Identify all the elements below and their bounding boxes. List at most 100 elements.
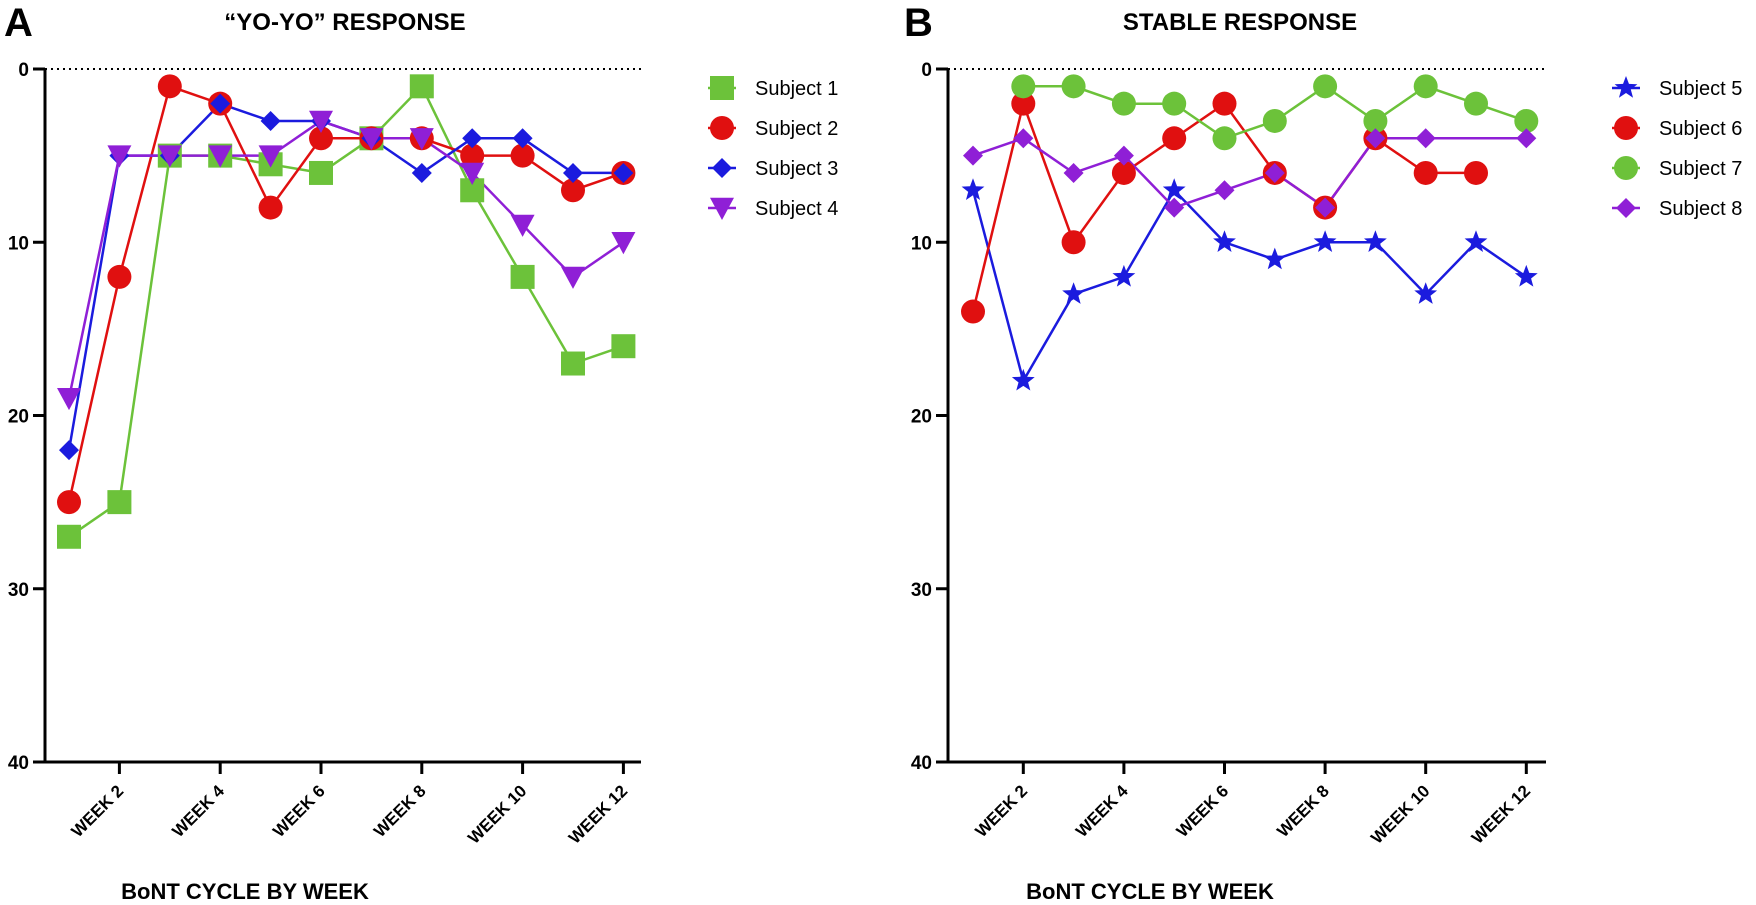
data-point-subject-6: [1011, 91, 1036, 116]
data-point-subject-2: [309, 126, 333, 151]
data-point-subject-4: [309, 110, 333, 133]
legend-marker: [1614, 156, 1638, 180]
legend-marker: [710, 76, 734, 100]
y-tick-label: 40: [911, 753, 932, 774]
legend-label: Subject 6: [1659, 118, 1742, 140]
data-point-subject-1: [57, 524, 81, 549]
data-point-subject-5: [1112, 264, 1136, 287]
data-point-subject-7: [1162, 91, 1187, 116]
data-point-subject-4: [258, 145, 283, 168]
data-point-subject-8: [1415, 128, 1436, 149]
y-tick-label: 20: [911, 407, 932, 428]
data-point-subject-2: [460, 143, 485, 168]
series-line-subject-4: [67, 119, 625, 399]
y-tick-label: 20: [8, 407, 29, 428]
legend-label: Subject 3: [755, 158, 838, 180]
data-point-subject-4: [561, 266, 585, 289]
panel-letter: A: [4, 1, 33, 45]
y-tick-label: 10: [911, 233, 932, 254]
data-point-subject-6: [961, 299, 985, 324]
x-tick-label: WEEK 4: [1072, 781, 1132, 841]
x-tick-label: WEEK 12: [565, 781, 631, 847]
data-point-subject-6: [1111, 160, 1136, 185]
y-tick-label: 30: [911, 580, 932, 601]
data-point-subject-3: [462, 128, 483, 149]
data-point-subject-7: [1111, 91, 1136, 116]
data-point-subject-7: [1061, 74, 1086, 99]
x-tick-label: WEEK 12: [1468, 781, 1534, 847]
legend-label: Subject 2: [755, 118, 838, 140]
chart-panel-a: A “YO-YO” RESPONSE 0 10 20 30 40 WEEK 2 WEEK 4 WE…: [4, 1, 838, 904]
data-point-subject-3: [59, 440, 79, 461]
series-line-subject-1: [68, 84, 624, 538]
data-point-subject-8: [1113, 145, 1134, 166]
data-point-subject-7: [1313, 74, 1338, 99]
data-point-subject-4: [57, 387, 81, 411]
legend-marker: [710, 116, 734, 140]
data-point-subject-8: [1264, 162, 1285, 183]
data-point-subject-1: [107, 490, 132, 515]
data-point-subject-5: [1464, 230, 1488, 252]
legend-marker: [712, 158, 732, 178]
data-point-subject-1: [510, 264, 535, 289]
data-point-subject-8: [1516, 128, 1537, 149]
data-point-subject-3: [563, 162, 583, 183]
x-tick-label: WEEK 2: [972, 781, 1032, 841]
legend-label: Subject 5: [1659, 78, 1742, 100]
data-point-subject-4: [510, 214, 535, 237]
data-point-subject-3: [512, 128, 533, 149]
data-point-subject-1: [561, 351, 585, 376]
data-point-subject-5: [1363, 230, 1387, 252]
data-point-subject-7: [1464, 91, 1488, 116]
legend-marker: [1616, 198, 1636, 218]
legend-marker: [710, 197, 734, 220]
data-point-subject-2: [561, 178, 585, 203]
legend-label: Subject 7: [1659, 158, 1742, 180]
data-point-subject-5: [961, 178, 985, 200]
legend-label: Subject 4: [755, 198, 838, 220]
chart-title: STABLE RESPONSE: [1123, 9, 1357, 36]
y-tick-label: 10: [8, 233, 29, 254]
y-tick-label: 0: [921, 60, 932, 81]
chart-title: “YO-YO” RESPONSE: [224, 9, 465, 36]
y-tick-label: 0: [18, 60, 29, 81]
x-tick-label: WEEK 6: [1173, 781, 1233, 841]
data-point-subject-2: [258, 195, 283, 220]
data-point-subject-4: [611, 232, 636, 255]
data-point-subject-3: [260, 110, 281, 131]
data-point-subject-8: [1315, 197, 1336, 218]
data-point-subject-5: [1062, 282, 1086, 304]
x-tick-label: WEEK 6: [269, 781, 329, 841]
data-point-subject-7: [1363, 108, 1388, 133]
data-point-subject-1: [409, 74, 434, 99]
panel-letter: B: [904, 1, 933, 45]
data-point-subject-7: [1262, 108, 1287, 133]
data-point-subject-5: [1263, 247, 1287, 270]
data-point-subject-3: [411, 162, 432, 183]
data-point-subject-1: [309, 160, 333, 185]
x-tick-label: WEEK 2: [68, 781, 128, 841]
series-line-subject-5: [971, 188, 1528, 385]
data-point-subject-6: [1413, 160, 1438, 185]
x-tick-label: WEEK 8: [370, 781, 430, 841]
legend-marker: [1614, 116, 1638, 140]
data-point-subject-4: [359, 128, 384, 151]
data-point-subject-6: [1061, 230, 1086, 255]
data-point-subject-4: [107, 145, 132, 168]
data-point-subject-2: [510, 143, 535, 168]
data-point-subject-4: [409, 128, 434, 151]
data-point-subject-5: [1213, 230, 1236, 252]
data-point-subject-6: [1464, 160, 1488, 185]
data-point-subject-7: [1514, 108, 1539, 133]
data-point-subject-8: [1365, 128, 1386, 149]
data-point-subject-6: [1162, 126, 1187, 151]
data-point-subject-7: [1212, 126, 1237, 151]
x-axis-label: BoNT CYCLE BY WEEK: [1026, 879, 1274, 904]
data-point-subject-5: [1162, 178, 1186, 200]
data-point-subject-3: [613, 162, 634, 183]
data-point-subject-4: [208, 145, 233, 168]
data-point-subject-5: [1414, 282, 1438, 304]
y-tick-label: 30: [8, 580, 29, 601]
legend-marker: [1614, 76, 1638, 98]
